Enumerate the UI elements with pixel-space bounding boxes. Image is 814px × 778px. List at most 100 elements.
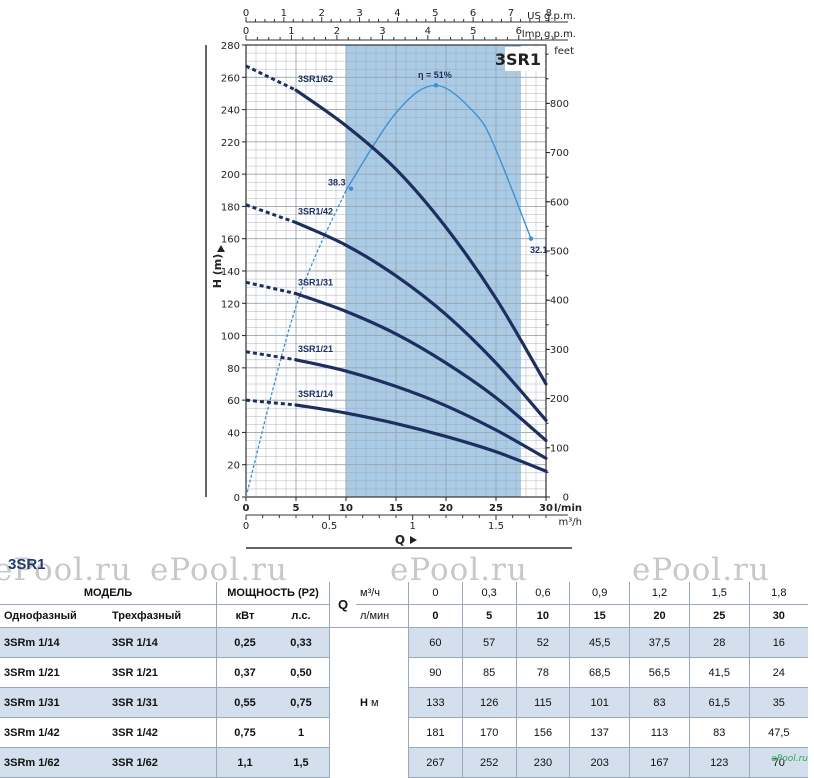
y-tick-label: 220 [221,138,240,149]
feet-tick-label: 200 [550,394,569,405]
x-tick-label: 5 [293,503,300,514]
power-header: МОЩНОСТЬ (P2) [217,582,330,605]
three-phase-model: 3SR 1/21 [108,658,217,688]
head-value: 61,5 [689,688,749,718]
x-tick-label: 30 [539,503,553,514]
feet-tick-label: 600 [550,197,569,208]
power-hp: 0,75 [273,688,330,718]
flow-m3h: 1,8 [749,582,808,605]
head-value: 28 [689,628,749,658]
us-tick-label: 2 [319,8,325,19]
x-tick-label: 20 [439,503,453,514]
feet-tick-label: 300 [550,345,569,356]
y-axis-arrow [217,245,225,252]
x-tick-label: 15 [389,503,403,514]
x-tick-label: 10 [339,503,353,514]
y-tick-label: 40 [227,428,240,439]
head-value: 68,5 [570,658,630,688]
flow-lmin: 0 [409,605,463,628]
head-value: 267 [409,748,463,778]
head-value: 52 [516,628,570,658]
head-value: 167 [630,748,690,778]
x-unit-label: l/min [554,503,582,514]
efficiency-point-left [349,186,353,190]
feet-tick-label: 400 [550,296,569,307]
head-value: 60 [409,628,463,658]
hp-header: л.с. [273,605,330,628]
m3h-tick-label: 0 [243,521,249,532]
head-value: 101 [570,688,630,718]
head-value: 16 [749,628,808,658]
single-phase-model: 3SRm 1/21 [0,658,108,688]
flow-lmin: 25 [689,605,749,628]
imp-unit-label: Imp g.p.m. [522,29,576,40]
imp-tick-label: 0 [243,26,249,37]
flow-m3h: 1,2 [630,582,690,605]
us-tick-label: 5 [432,8,438,19]
y-tick-label: 120 [221,299,240,310]
feet-tick-label: 800 [550,99,569,110]
us-tick-label: 1 [281,8,287,19]
m3h-tick-label: 1 [409,521,415,532]
head-value: 230 [516,748,570,778]
three-phase-model: 3SR 1/62 [108,748,217,778]
series-label: 3SR1/31 [298,278,333,288]
flow-lmin: 5 [462,605,516,628]
head-value: 170 [462,718,516,748]
head-value: 45,5 [570,628,630,658]
head-unit-cell: H м [356,688,409,718]
series-label: 3SR1/21 [298,344,333,354]
efficiency-point-right [529,237,533,241]
x-axis-title: Q [395,533,405,547]
feet-axis-label: feet [554,46,574,57]
y-tick-label: 200 [221,170,240,181]
three-phase-model: 3SR 1/14 [108,628,217,658]
head-value: 137 [570,718,630,748]
y-tick-label: 160 [221,235,240,246]
x-tick-label: 25 [489,503,503,514]
head-value: 181 [409,718,463,748]
us-tick-label: 6 [470,8,476,19]
head-value: 78 [516,658,570,688]
head-unit-cell [356,718,409,748]
table-title: 3SR1 [8,556,46,573]
imp-tick-label: 3 [379,26,385,37]
three-phase-model: 3SR 1/31 [108,688,217,718]
flow-m3h: 0,6 [516,582,570,605]
single-phase-model: 3SRm 1/62 [0,748,108,778]
three-phase-header: Трехфазный [108,605,217,628]
imp-tick-label: 5 [470,26,476,37]
head-value: 156 [516,718,570,748]
power-kw: 0,75 [217,718,274,748]
m3h-unit-label: m³/h [559,517,582,528]
imp-tick-label: 4 [425,26,431,37]
efficiency-point-peak [434,83,438,87]
us-tick-label: 7 [508,8,514,19]
y-tick-label: 180 [221,202,240,213]
head-value: 203 [570,748,630,778]
head-value: 126 [462,688,516,718]
power-kw: 0,25 [217,628,274,658]
performance-table: МОДЕЛЬ МОЩНОСТЬ (P2) Q м³/ч 0 0,3 0,6 0,… [0,582,808,778]
power-kw: 0,55 [217,688,274,718]
x-axis-arrow [410,536,417,544]
y-tick-label: 0 [234,493,240,504]
single-phase-model: 3SRm 1/31 [0,688,108,718]
head-value: 252 [462,748,516,778]
series-label: 3SR1/62 [298,74,333,84]
flow-lmin: 15 [570,605,630,628]
feet-tick-label: 100 [550,443,569,454]
single-phase-model: 3SRm 1/42 [0,718,108,748]
head-value: 56,5 [630,658,690,688]
q-label: Q [330,582,357,628]
site-logo: ePool.ru [771,754,808,764]
us-tick-label: 0 [243,8,249,19]
imp-tick-label: 2 [334,26,340,37]
power-hp: 0,33 [273,628,330,658]
